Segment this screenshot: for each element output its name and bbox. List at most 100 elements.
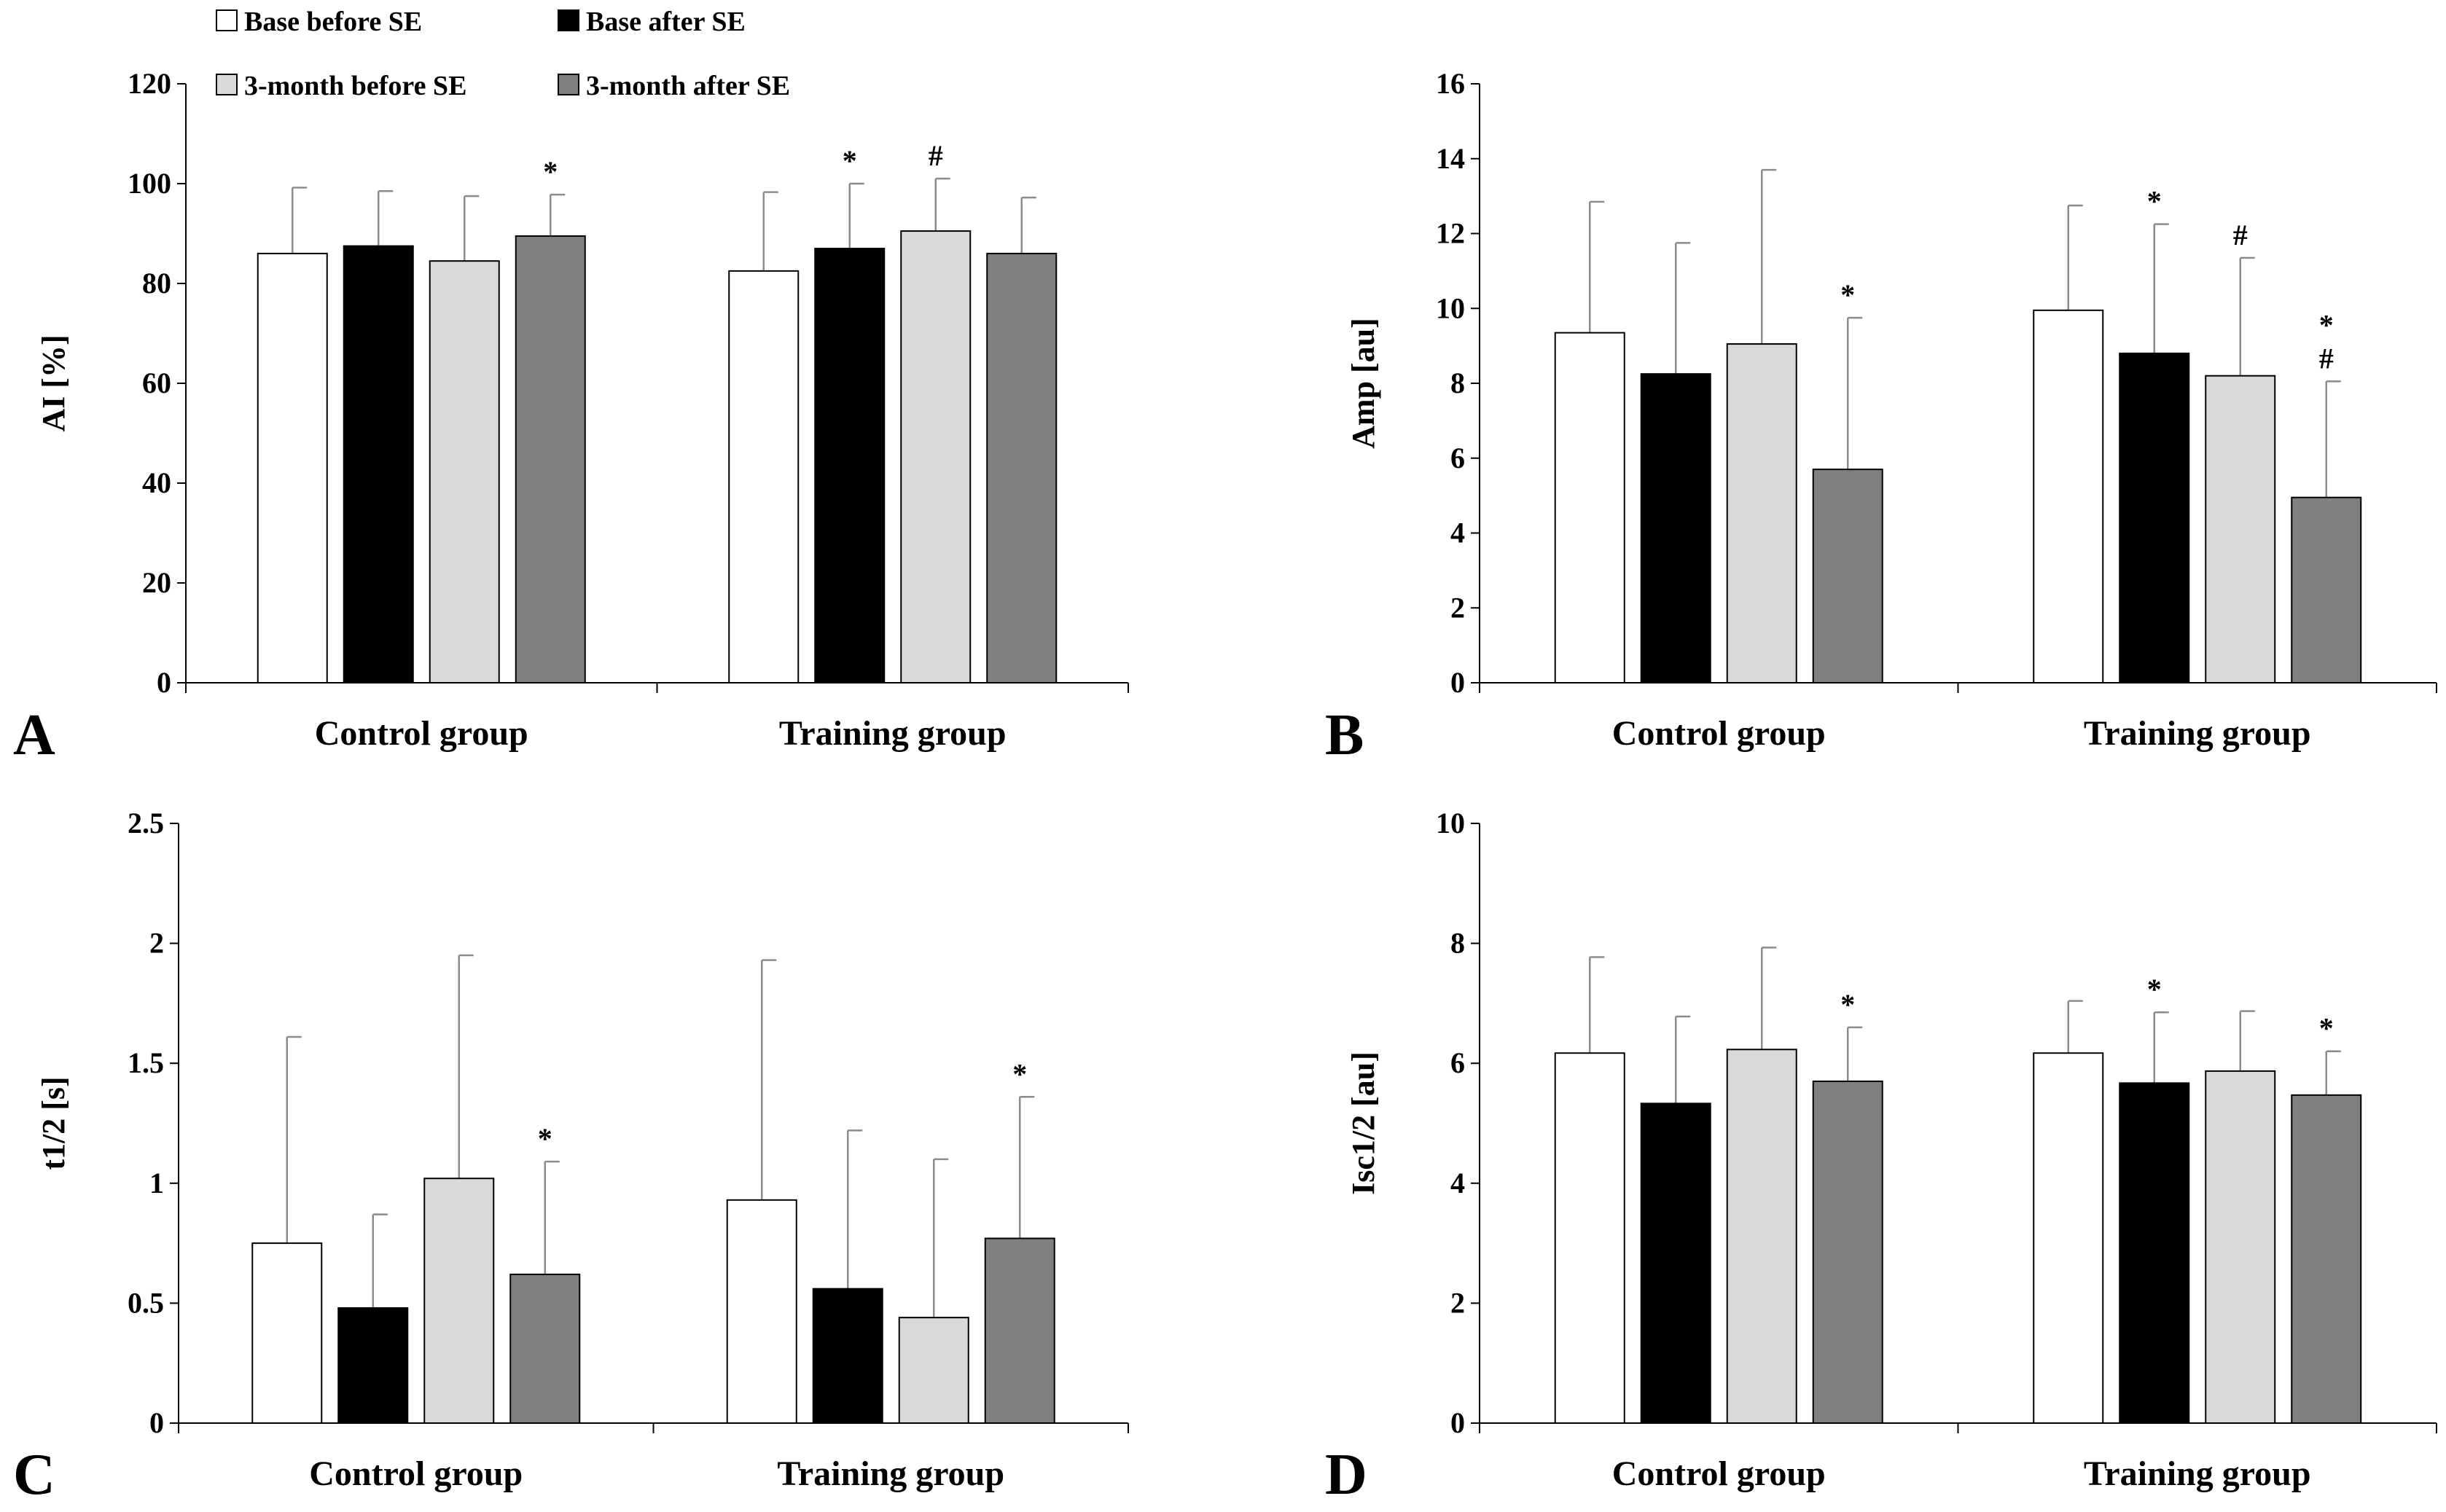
y-tick-label: 8 bbox=[1450, 927, 1465, 960]
bar-base-before-se bbox=[2033, 1052, 2104, 1424]
bar-3-month-before-se bbox=[429, 260, 500, 683]
panel-letter: A bbox=[13, 703, 55, 767]
significance-asterisk: * bbox=[2319, 308, 2334, 341]
y-tick-label: 2.5 bbox=[128, 807, 164, 839]
bar-base-after-se bbox=[812, 1288, 883, 1424]
legend-swatch-base-before-se bbox=[216, 9, 238, 31]
bar-3-month-before-se bbox=[900, 230, 972, 683]
significance-hash: # bbox=[2233, 219, 2248, 251]
legend: Base before SE Base after SE 3-month befor… bbox=[216, 7, 790, 101]
chart-panel-d: 0 2 4 6 8 10 Isc1/2 [au] Control group Training … bbox=[1325, 807, 2437, 1507]
panel-letter: B bbox=[1325, 703, 1364, 767]
y-tick-label: 2 bbox=[1450, 591, 1465, 624]
legend-swatch-3-month-after-se bbox=[558, 74, 579, 95]
y-tick-label: 2 bbox=[149, 927, 164, 960]
category-label-training-group: Training group bbox=[2084, 1454, 2311, 1493]
significance-asterisk: * bbox=[2147, 973, 2162, 1006]
bar-base-after-se bbox=[1640, 373, 1711, 683]
y-tick-label: 40 bbox=[142, 466, 171, 499]
y-tick-label: 6 bbox=[1450, 442, 1465, 474]
significance-asterisk: * bbox=[1840, 988, 1855, 1021]
y-tick-label: 60 bbox=[142, 367, 171, 399]
chart-panel-a: 0 20 40 60 80 100 120 AI [%] Control group Traini… bbox=[13, 67, 1129, 767]
bar-base-after-se bbox=[343, 245, 414, 683]
bar-3-month-after-se bbox=[1812, 469, 1883, 683]
y-tick-label: 0 bbox=[157, 666, 171, 699]
bar-3-month-before-se bbox=[2205, 1070, 2276, 1425]
y-tick-label: 10 bbox=[1436, 807, 1465, 839]
bar-base-before-se bbox=[257, 252, 328, 683]
y-tick-label: 4 bbox=[1450, 517, 1465, 549]
y-tick-label: 100 bbox=[128, 167, 171, 200]
panel-letter: D bbox=[1325, 1443, 1367, 1507]
bar-3-month-before-se bbox=[423, 1178, 495, 1424]
category-label-control-group: Control group bbox=[309, 1454, 523, 1493]
legend-swatch-base-after-se bbox=[558, 9, 579, 31]
bar-base-before-se bbox=[2033, 309, 2104, 683]
y-tick-label: 0 bbox=[149, 1406, 164, 1439]
significance-asterisk: * bbox=[2319, 1012, 2334, 1045]
y-tick-label: 4 bbox=[1450, 1167, 1465, 1199]
category-label-control-group: Control group bbox=[1612, 714, 1826, 753]
legend-label-base-before-se: Base before SE bbox=[244, 7, 422, 37]
bar-base-after-se bbox=[337, 1307, 409, 1425]
bar-base-after-se bbox=[2119, 352, 2190, 683]
bar-3-month-before-se bbox=[1726, 343, 1797, 683]
y-tick-label: 16 bbox=[1436, 67, 1465, 100]
bar-base-before-se bbox=[1554, 332, 1625, 683]
bar-base-before-se bbox=[251, 1242, 323, 1424]
category-label-control-group: Control group bbox=[1612, 1454, 1826, 1493]
legend-label-3-month-before-se: 3-month before SE bbox=[244, 71, 466, 101]
significance-hash: # bbox=[2319, 342, 2334, 375]
y-tick-label: 2 bbox=[1450, 1286, 1465, 1319]
category-label-training-group: Training group bbox=[777, 1454, 1004, 1493]
bar-3-month-before-se bbox=[1726, 1049, 1797, 1424]
chart-panel-c: 0 0.5 1 1.5 2 2.5 t1/2 [s] Control group Trainin… bbox=[13, 807, 1129, 1507]
y-axis-label: Amp [au] bbox=[1345, 318, 1381, 449]
bar-3-month-after-se bbox=[515, 235, 586, 683]
y-tick-label: 1 bbox=[149, 1167, 164, 1199]
y-tick-label: 6 bbox=[1450, 1046, 1465, 1079]
bar-3-month-before-se bbox=[2205, 375, 2276, 683]
y-axis-label: AI [%] bbox=[36, 334, 71, 431]
bar-base-before-se bbox=[1554, 1052, 1625, 1424]
y-tick-label: 0 bbox=[1450, 1406, 1465, 1439]
category-label-training-group: Training group bbox=[2084, 714, 2311, 753]
bar-3-month-after-se bbox=[1812, 1080, 1883, 1424]
y-tick-label: 12 bbox=[1436, 217, 1465, 250]
bar-base-after-se bbox=[1640, 1102, 1711, 1424]
y-tick-label: 0 bbox=[1450, 666, 1465, 699]
legend-label-base-after-se: Base after SE bbox=[586, 7, 746, 37]
category-label-training-group: Training group bbox=[779, 714, 1007, 753]
y-tick-label: 0.5 bbox=[128, 1286, 164, 1319]
panel-letter: C bbox=[13, 1443, 55, 1507]
significance-asterisk: * bbox=[1840, 278, 1855, 311]
significance-asterisk: * bbox=[538, 1122, 552, 1155]
significance-hash: # bbox=[929, 139, 943, 172]
y-tick-label: 120 bbox=[128, 67, 171, 100]
y-tick-label: 8 bbox=[1450, 367, 1465, 399]
legend-swatch-3-month-before-se bbox=[216, 74, 238, 95]
y-axis-label: Isc1/2 [au] bbox=[1345, 1051, 1381, 1195]
bar-3-month-after-se bbox=[2291, 1094, 2362, 1424]
y-tick-label: 1.5 bbox=[128, 1046, 164, 1079]
significance-asterisk: * bbox=[2147, 185, 2162, 218]
significance-asterisk: * bbox=[1012, 1057, 1027, 1090]
y-tick-label: 14 bbox=[1436, 142, 1465, 175]
bar-3-month-before-se bbox=[898, 1317, 969, 1424]
bar-3-month-after-se bbox=[984, 1237, 1055, 1424]
bar-base-after-se bbox=[814, 248, 886, 683]
significance-asterisk: * bbox=[843, 144, 857, 177]
bar-base-before-se bbox=[726, 1199, 797, 1424]
y-tick-label: 80 bbox=[142, 267, 171, 299]
bar-base-after-se bbox=[2119, 1082, 2190, 1424]
category-label-control-group: Control group bbox=[315, 714, 528, 753]
chart-panel-b: 0 2 4 6 8 10 12 14 16 Amp [au] Control group Traini… bbox=[1325, 67, 2437, 767]
bar-base-before-se bbox=[728, 270, 800, 683]
y-tick-label: 20 bbox=[142, 566, 171, 599]
significance-asterisk: * bbox=[543, 155, 558, 188]
bar-3-month-after-se bbox=[986, 252, 1058, 683]
legend-label-3-month-after-se: 3-month after SE bbox=[586, 71, 790, 101]
